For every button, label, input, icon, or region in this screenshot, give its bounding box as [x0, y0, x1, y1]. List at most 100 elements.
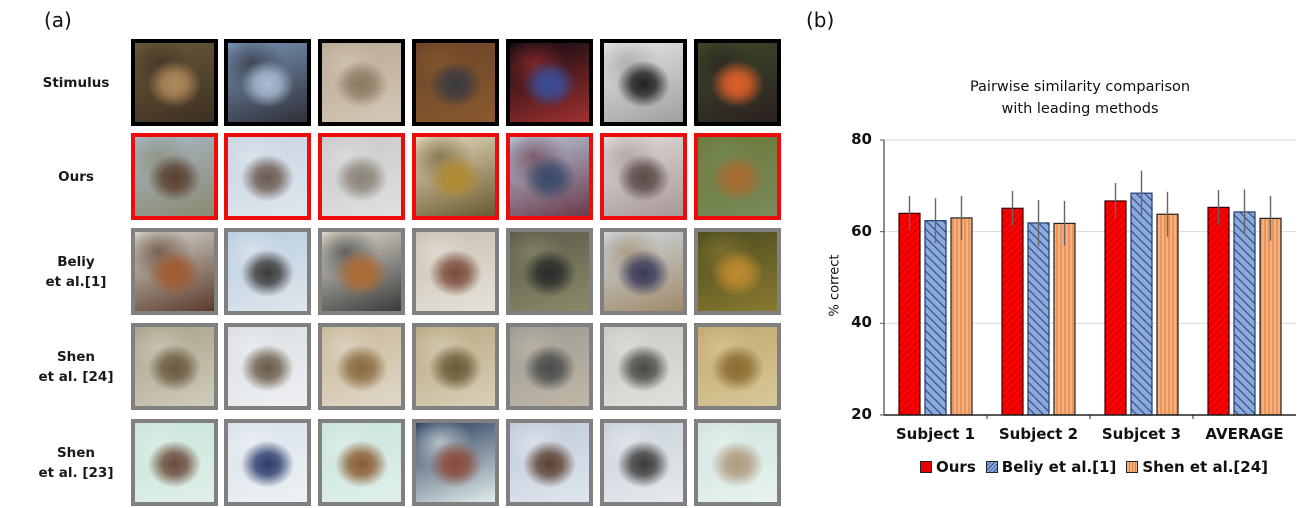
image-thumbnail: [604, 43, 683, 122]
tile-ours-airplane: [224, 133, 311, 220]
bar: [1027, 222, 1050, 416]
tile-beliy-et-al-1-snowmobile: [600, 228, 687, 315]
row-label-line: Stimulus: [42, 74, 110, 91]
x-tick-label: Subject 1: [895, 425, 976, 443]
tile-shen-et-al-24-stained-glass-window: [506, 323, 593, 410]
tile-shen-et-al-24-airplane: [224, 323, 311, 410]
tile-ours-owl: [131, 133, 218, 220]
panel-b-label: (b): [806, 8, 835, 32]
image-thumbnail: [416, 232, 495, 311]
tile-stimulus-airplane: [224, 39, 311, 126]
image-thumbnail: [228, 327, 307, 406]
image-thumbnail: [698, 327, 777, 406]
tile-beliy-et-al-1-fly: [318, 228, 405, 315]
image-thumbnail: [416, 327, 495, 406]
tile-ours-bat: [412, 133, 499, 220]
legend-label: Beliy et al.[1]: [1001, 458, 1117, 476]
image-thumbnail: [228, 43, 307, 122]
legend-item: Shen et al.[24]: [1126, 458, 1268, 476]
row-label: Shen et al. [24]: [28, 347, 124, 387]
tile-shen-et-al-24-goldfish: [694, 323, 781, 410]
image-thumbnail: [322, 43, 401, 122]
tile-stimulus-snowmobile: [600, 39, 687, 126]
bar: [1001, 207, 1024, 416]
image-thumbnail: [604, 423, 683, 502]
image-thumbnail: [698, 232, 777, 311]
gridlines: [884, 139, 1296, 324]
legend: Ours Beliy et al.[1] Shen et al.[24]: [920, 458, 1278, 476]
image-thumbnail: [510, 327, 589, 406]
tile-shen-et-al-23-fly: [318, 419, 405, 506]
image-thumbnail: [228, 232, 307, 311]
row-label: Shen et al. [23]: [28, 443, 124, 483]
image-thumbnail: [135, 137, 214, 216]
image-thumbnail: [416, 43, 495, 122]
tile-stimulus-bat: [412, 39, 499, 126]
image-thumbnail: [698, 423, 777, 502]
image-thumbnail: [322, 327, 401, 406]
tile-shen-et-al-23-goldfish: [694, 419, 781, 506]
chart-title-line-1: Pairwise similarity comparison: [969, 79, 1191, 95]
image-thumbnail: [322, 232, 401, 311]
tile-beliy-et-al-1-stained-glass-window: [506, 228, 593, 315]
tile-shen-et-al-23-stained-glass-window: [506, 419, 593, 506]
chart-title-line-2: with leading methods: [1001, 101, 1159, 117]
legend-label: Ours: [936, 458, 976, 476]
tile-shen-et-al-23-airplane: [224, 419, 311, 506]
tile-beliy-et-al-1-bat: [412, 228, 499, 315]
bars: [898, 170, 1282, 416]
legend-item: Ours: [920, 458, 976, 476]
axes: [880, 139, 1296, 419]
tile-shen-et-al-24-bat: [412, 323, 499, 410]
image-thumbnail: [604, 137, 683, 216]
legend-label: Shen et al.[24]: [1142, 458, 1269, 476]
row-label-line: Beliy: [57, 253, 95, 270]
bar: [1156, 213, 1179, 416]
tile-shen-et-al-24-owl: [131, 323, 218, 410]
image-thumbnail: [322, 423, 401, 502]
image-thumbnail: [135, 327, 214, 406]
image-thumbnail: [228, 423, 307, 502]
row-label-line: Shen: [56, 348, 96, 365]
bar: [898, 212, 921, 416]
legend-swatch: [985, 461, 998, 473]
x-tick-label: Subject 2: [998, 425, 1079, 443]
row-label-line: et al.[1]: [45, 273, 107, 290]
tile-shen-et-al-24-snowmobile: [600, 323, 687, 410]
image-thumbnail: [135, 423, 214, 502]
bar: [950, 217, 973, 416]
bar: [924, 220, 947, 416]
bar: [1207, 206, 1230, 416]
row-label: Beliy et al.[1]: [28, 252, 124, 292]
image-thumbnail: [698, 43, 777, 122]
legend-swatch: [1126, 461, 1139, 473]
tile-ours-fly: [318, 133, 405, 220]
image-thumbnail: [416, 137, 495, 216]
row-label-line: et al. [24]: [38, 368, 114, 385]
y-tick-label: 40: [851, 313, 872, 332]
image-thumbnail: [135, 43, 214, 122]
image-thumbnail: [698, 137, 777, 216]
legend-swatch: [920, 461, 932, 473]
image-thumbnail: [135, 232, 214, 311]
x-tick-label: Subjcet 3: [1101, 425, 1182, 443]
row-label-line: et al. [23]: [38, 464, 114, 481]
tile-beliy-et-al-1-goldfish: [694, 228, 781, 315]
image-thumbnail: [604, 232, 683, 311]
bar: [1130, 192, 1153, 416]
bar: [1259, 217, 1282, 416]
chart-title: Pairwise similarity comparison with lead…: [900, 76, 1260, 120]
legend-item: Beliy et al.[1]: [985, 458, 1117, 476]
row-label: Stimulus: [28, 73, 124, 93]
tile-stimulus-owl: [131, 39, 218, 126]
tile-ours-stained-glass-window: [506, 133, 593, 220]
tile-stimulus-stained-glass-window: [506, 39, 593, 126]
y-tick-label: 80: [851, 130, 872, 148]
tile-beliy-et-al-1-airplane: [224, 228, 311, 315]
row-label-line: Ours: [58, 168, 94, 185]
tile-ours-goldfish: [694, 133, 781, 220]
tile-ours-snowmobile: [600, 133, 687, 220]
image-thumbnail: [322, 137, 401, 216]
panel-a-label: (a): [44, 8, 72, 32]
y-tick-label: 60: [851, 221, 872, 240]
